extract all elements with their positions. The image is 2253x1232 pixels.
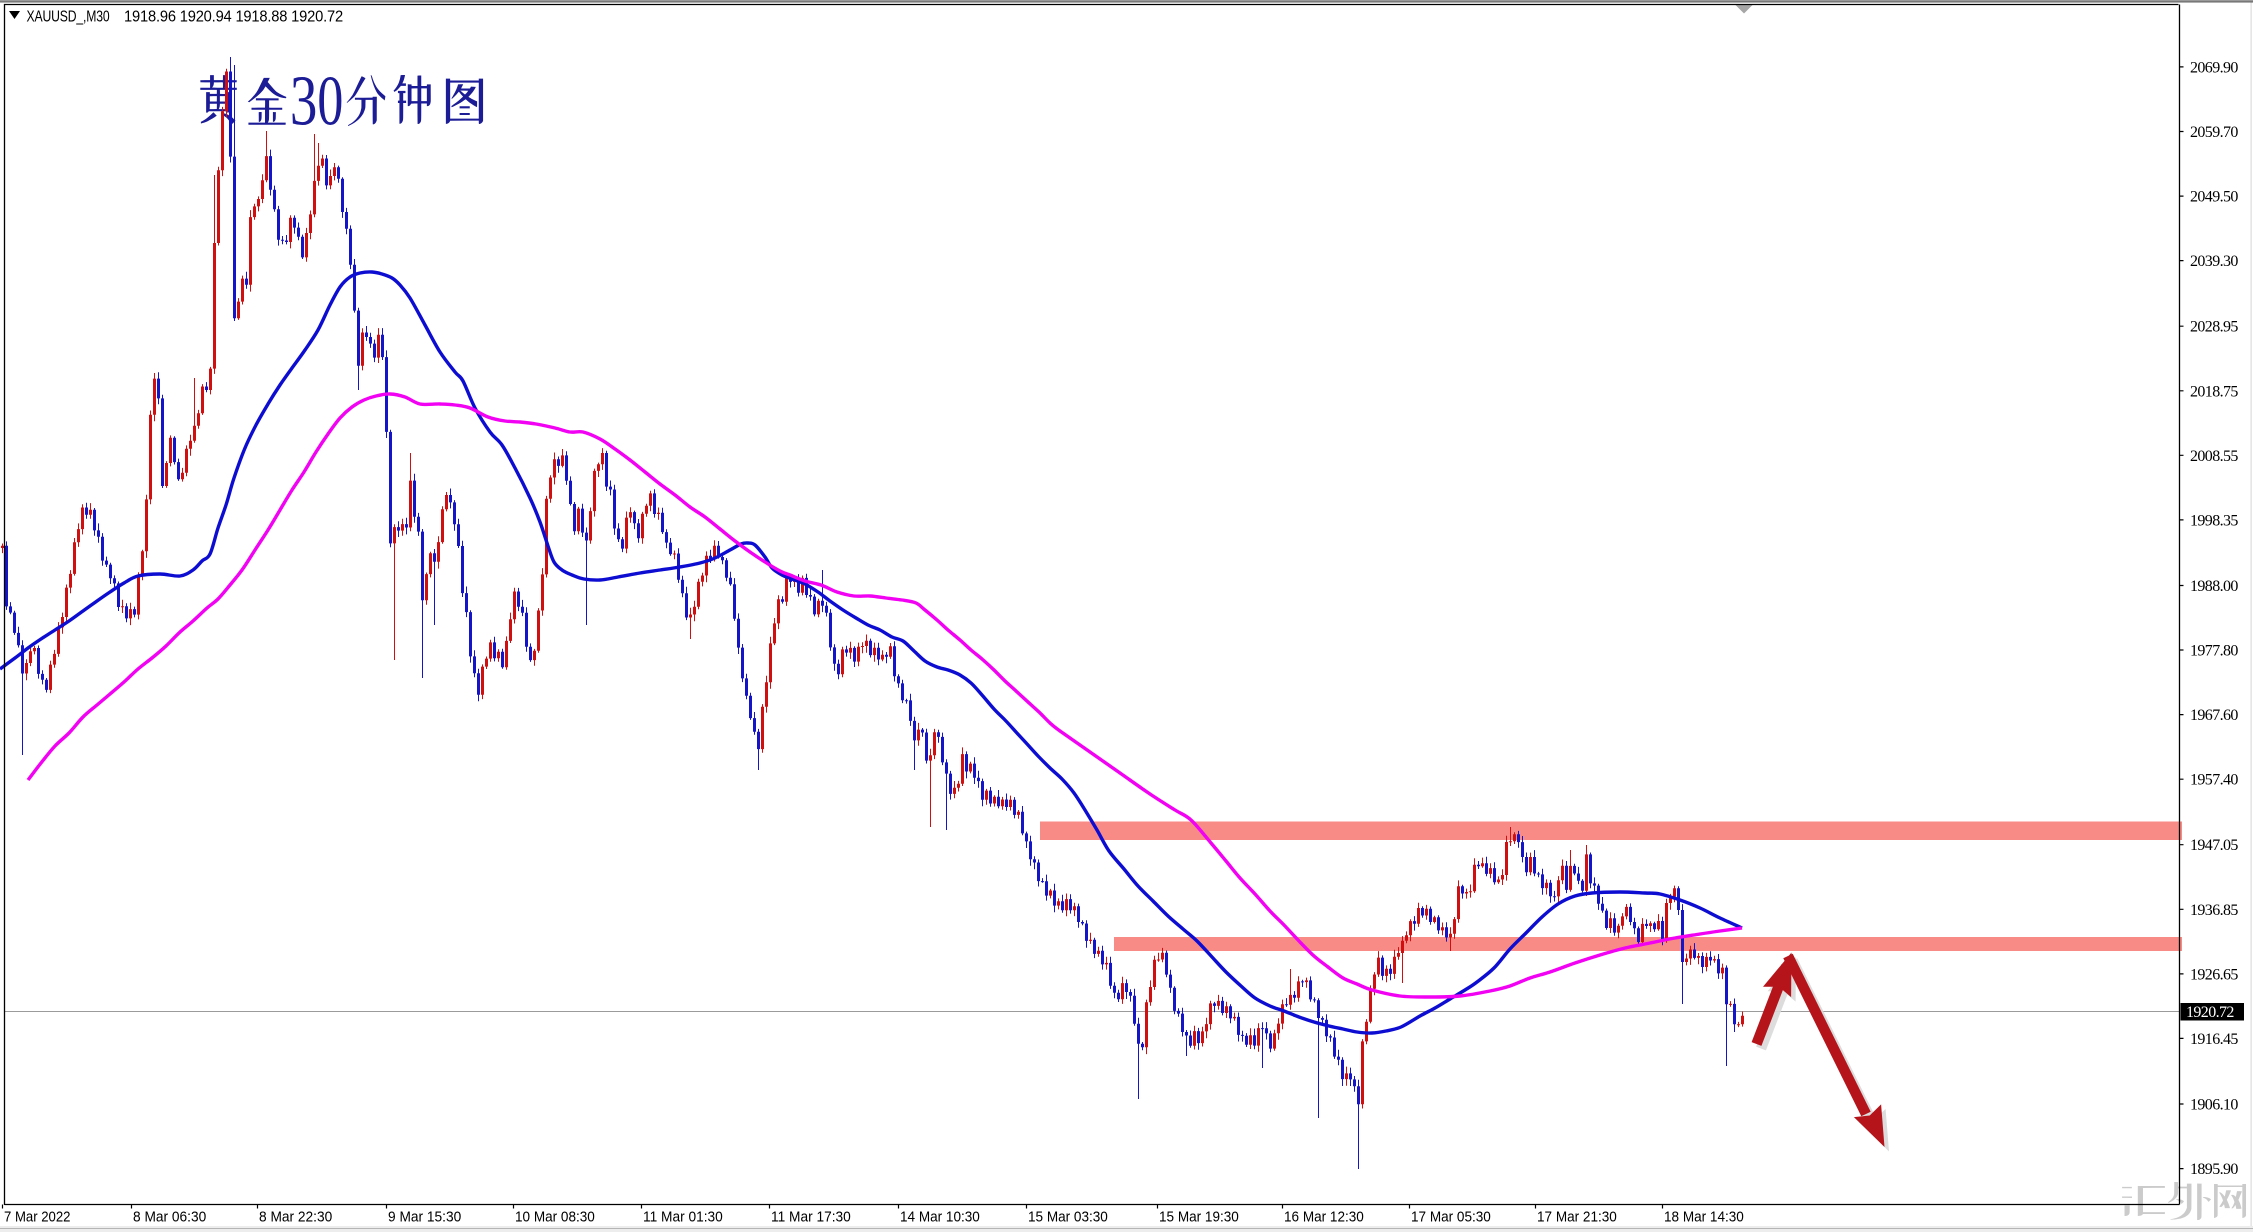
svg-text:11 Mar 17:30: 11 Mar 17:30 — [771, 1209, 851, 1226]
svg-text:7 Mar 2022: 7 Mar 2022 — [4, 1209, 71, 1226]
svg-text:2028.95: 2028.95 — [2190, 319, 2238, 336]
svg-text:1947.05: 1947.05 — [2190, 837, 2238, 854]
svg-text:17 Mar 05:30: 17 Mar 05:30 — [1411, 1209, 1491, 1226]
svg-text:1916.45: 1916.45 — [2190, 1031, 2238, 1048]
svg-text:15 Mar 19:30: 15 Mar 19:30 — [1159, 1209, 1239, 1226]
svg-text:2059.70: 2059.70 — [2190, 124, 2238, 141]
svg-text:1906.10: 1906.10 — [2190, 1097, 2238, 1114]
svg-text:8 Mar 06:30: 8 Mar 06:30 — [133, 1209, 206, 1226]
svg-text:1926.65: 1926.65 — [2190, 966, 2238, 983]
svg-text:18 Mar 14:30: 18 Mar 14:30 — [1664, 1209, 1744, 1226]
svg-text:8 Mar 22:30: 8 Mar 22:30 — [259, 1209, 332, 1226]
svg-text:11 Mar 01:30: 11 Mar 01:30 — [643, 1209, 723, 1226]
svg-text:1988.00: 1988.00 — [2190, 578, 2238, 595]
svg-text:1977.80: 1977.80 — [2190, 643, 2238, 660]
svg-text:1920.72: 1920.72 — [2186, 1004, 2234, 1021]
svg-text:2069.90: 2069.90 — [2190, 59, 2238, 76]
svg-text:2008.55: 2008.55 — [2190, 448, 2238, 465]
svg-text:1895.90: 1895.90 — [2190, 1161, 2238, 1178]
svg-text:2039.30: 2039.30 — [2190, 253, 2238, 270]
svg-text:9 Mar 15:30: 9 Mar 15:30 — [388, 1209, 461, 1226]
svg-text:1967.60: 1967.60 — [2190, 707, 2238, 724]
svg-text:2018.75: 2018.75 — [2190, 383, 2238, 400]
svg-text:1957.40: 1957.40 — [2190, 772, 2238, 789]
svg-text:14 Mar 10:30: 14 Mar 10:30 — [900, 1209, 980, 1226]
svg-text:16 Mar 12:30: 16 Mar 12:30 — [1284, 1209, 1364, 1226]
svg-text:17 Mar 21:30: 17 Mar 21:30 — [1537, 1209, 1617, 1226]
svg-text:15 Mar 03:30: 15 Mar 03:30 — [1028, 1209, 1108, 1226]
svg-text:1998.35: 1998.35 — [2190, 512, 2238, 529]
svg-text:XAUUSD_,M30: XAUUSD_,M30 — [27, 9, 110, 26]
svg-text:1936.85: 1936.85 — [2190, 902, 2238, 919]
svg-text:10 Mar 08:30: 10 Mar 08:30 — [515, 1209, 595, 1226]
svg-text:1918.96 1920.94 1918.88 1920.7: 1918.96 1920.94 1918.88 1920.72 — [124, 9, 343, 26]
svg-text:2049.50: 2049.50 — [2190, 189, 2238, 206]
